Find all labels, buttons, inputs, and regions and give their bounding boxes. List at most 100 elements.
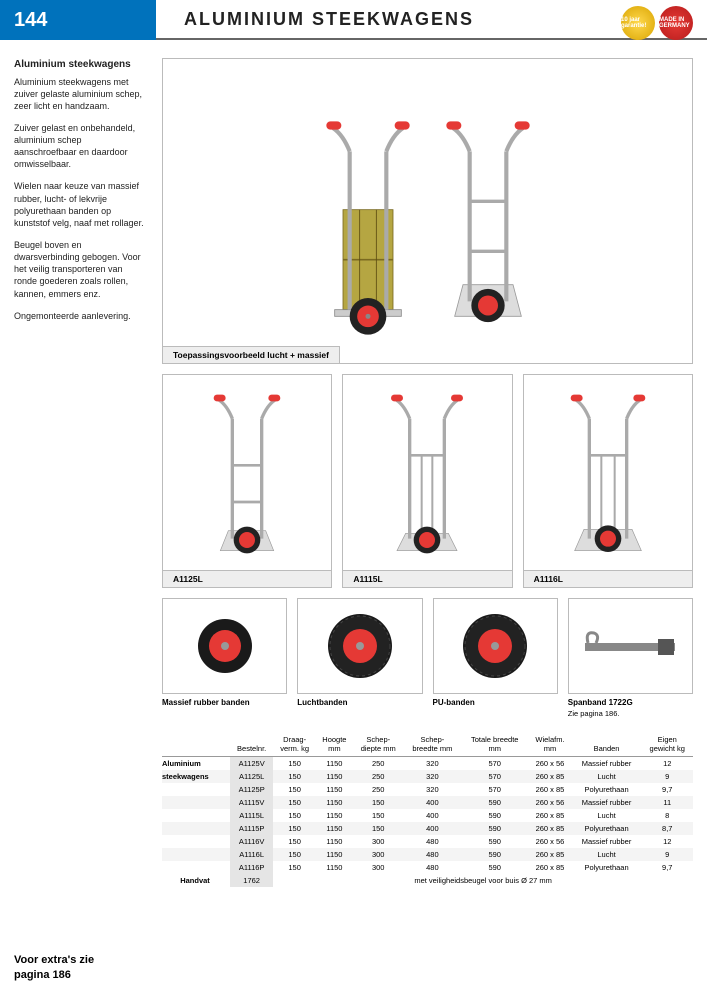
trolley-a1115l-icon	[387, 392, 467, 565]
table-cell: 260 x 85	[528, 770, 571, 783]
pu-wheel-icon	[460, 611, 530, 681]
table-cell: 9	[642, 770, 693, 783]
table-cell: 1150	[316, 835, 353, 848]
table-cell: 1150	[316, 848, 353, 861]
strap-icon	[580, 621, 680, 671]
page-header: 144 ALUMINIUM STEEKWAGENS 10 jaar garant…	[0, 0, 707, 40]
table-header: Eigengewicht kg	[642, 732, 693, 757]
table-cell: 570	[461, 770, 528, 783]
sidebar-p4: Beugel boven en dwarsverbinding gebogen.…	[14, 239, 144, 300]
sidebar: Aluminium steekwagens Aluminium steekwag…	[0, 40, 156, 899]
table-cell: 150	[273, 861, 316, 874]
table-cell: 480	[404, 848, 461, 861]
table-row: A1115L1501150150400590260 x 85Lucht8	[162, 809, 693, 822]
sidebar-p2: Zuiver gelast en onbehandeld, aluminium …	[14, 122, 144, 171]
made-in-badge: MADE IN GERMANY	[659, 6, 693, 40]
table-cell: A1125P	[230, 783, 273, 796]
table-cell: 150	[273, 809, 316, 822]
table-cell: 250	[353, 770, 404, 783]
table-cell: 150	[273, 770, 316, 783]
table-cell: 480	[404, 861, 461, 874]
table-header: Wielafm.mm	[528, 732, 571, 757]
table-cell: 570	[461, 783, 528, 796]
table-cell: Massief rubber	[572, 835, 642, 848]
table-cell: Massief rubber	[572, 796, 642, 809]
table-cell: 590	[461, 809, 528, 822]
table-row: steekwagensA1125L1501150250320570260 x 8…	[162, 770, 693, 783]
solid-rubber-wheel-icon	[195, 616, 255, 676]
table-cell: 260 x 56	[528, 835, 571, 848]
table-cell: 9,7	[642, 861, 693, 874]
table-cell: 250	[353, 757, 404, 771]
table-cell: 400	[404, 809, 461, 822]
trolley-massief-icon	[438, 118, 538, 335]
table-header: Draag-verm. kg	[273, 732, 316, 757]
table-cell: A1115V	[230, 796, 273, 809]
table-cell: 590	[461, 835, 528, 848]
table-row: AluminiumA1125V1501150250320570260 x 56M…	[162, 757, 693, 771]
sidebar-p5: Ongemonteerde aanlevering.	[14, 310, 144, 322]
table-cell: Polyurethaan	[572, 861, 642, 874]
trolley-a1125l-icon	[207, 392, 287, 565]
table-cell: 11	[642, 796, 693, 809]
badges: 10 jaar garantie! MADE IN GERMANY	[621, 6, 693, 40]
sidebar-p1: Aluminium steekwagens met zuiver gelaste…	[14, 76, 144, 112]
table-cell: Massief rubber	[572, 757, 642, 771]
table-cell: A1116P	[230, 861, 273, 874]
table-cell: 150	[273, 783, 316, 796]
table-cell: 150	[273, 848, 316, 861]
table-cell: 260 x 85	[528, 848, 571, 861]
trolley-with-crate-icon	[318, 118, 418, 335]
table-cell: 1150	[316, 796, 353, 809]
table-row: A1115V1501150150400590260 x 56Massief ru…	[162, 796, 693, 809]
product-code-2: A1115L	[343, 570, 511, 587]
table-cell: 150	[353, 809, 404, 822]
table-cell: 12	[642, 757, 693, 771]
hero-caption: Toepassingsvoorbeeld lucht + massief	[163, 346, 340, 363]
strap-label: Spanband 1722G	[568, 698, 693, 707]
product-code-3: A1116L	[524, 570, 692, 587]
spec-table: Bestelnr.Draag-verm. kgHoogtemmSchep-die…	[162, 732, 693, 887]
trolley-a1116l-icon	[568, 392, 648, 565]
product-card-2: A1115L	[342, 374, 512, 588]
table-cell: 1150	[316, 822, 353, 835]
table-cell: 250	[353, 783, 404, 796]
wheel-cell-3: PU-banden	[433, 598, 558, 718]
wheel-label-1: Massief rubber banden	[162, 698, 287, 707]
air-wheel-icon	[325, 611, 395, 681]
sidebar-heading: Aluminium steekwagens	[14, 58, 144, 72]
table-row-handvat: Handvat1762met veiligheidsbeugel voor bu…	[162, 874, 693, 887]
page-number: 144	[0, 0, 156, 40]
sidebar-p3: Wielen naar keuze van massief rubber, lu…	[14, 180, 144, 229]
wheel-cell-1: Massief rubber banden	[162, 598, 287, 718]
table-cell: 8	[642, 809, 693, 822]
wheel-label-2: Luchtbanden	[297, 698, 422, 707]
table-cell: Lucht	[572, 770, 642, 783]
table-cell: Polyurethaan	[572, 822, 642, 835]
table-cell: 260 x 56	[528, 796, 571, 809]
table-header: Bestelnr.	[230, 732, 273, 757]
table-cell: 1150	[316, 861, 353, 874]
table-cell: 590	[461, 848, 528, 861]
table-cell: 150	[273, 835, 316, 848]
table-cell: A1125L	[230, 770, 273, 783]
table-cell: 150	[353, 822, 404, 835]
table-cell: 12	[642, 835, 693, 848]
table-cell: 320	[404, 770, 461, 783]
table-cell: 570	[461, 757, 528, 771]
table-cell: 590	[461, 861, 528, 874]
table-row: A1116L1501150300480590260 x 85Lucht9	[162, 848, 693, 861]
table-cell: Polyurethaan	[572, 783, 642, 796]
table-header: Hoogtemm	[316, 732, 353, 757]
table-header: Banden	[572, 732, 642, 757]
table-row: A1116V1501150300480590260 x 56Massief ru…	[162, 835, 693, 848]
table-cell: A1116V	[230, 835, 273, 848]
table-cell: 150	[273, 822, 316, 835]
table-cell: 1150	[316, 783, 353, 796]
wheel-cell-2: Luchtbanden	[297, 598, 422, 718]
table-cell: 260 x 85	[528, 861, 571, 874]
table-header: Schep-diepte mm	[353, 732, 404, 757]
wheel-label-3: PU-banden	[433, 698, 558, 707]
strap-cell: Spanband 1722G Zie pagina 186.	[568, 598, 693, 718]
table-cell: A1116L	[230, 848, 273, 861]
